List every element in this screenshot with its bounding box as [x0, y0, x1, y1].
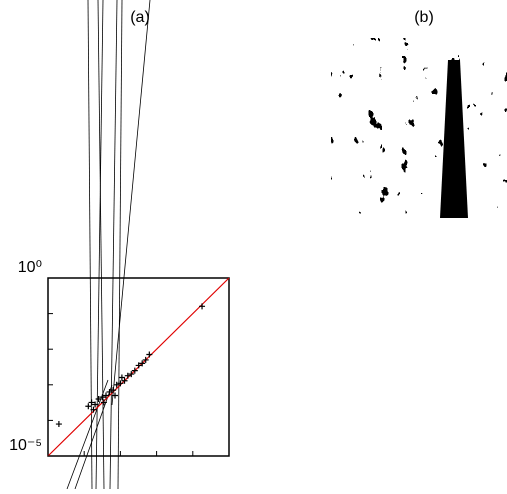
point — [128, 371, 135, 378]
line — [74, 384, 113, 490]
point — [55, 421, 62, 428]
point — [139, 360, 146, 367]
point — [112, 392, 119, 399]
point — [85, 403, 92, 410]
point — [113, 381, 120, 388]
binary-image — [331, 38, 507, 218]
line — [97, 0, 105, 490]
point — [106, 388, 113, 395]
line — [109, 0, 118, 490]
point — [102, 392, 109, 399]
point — [124, 372, 131, 379]
line — [87, 0, 93, 490]
line — [117, 0, 123, 490]
point — [199, 303, 206, 310]
panel-label: (a) — [130, 9, 150, 26]
point — [100, 399, 107, 406]
point — [99, 394, 106, 401]
y-tick-label: 10⁰ — [18, 259, 42, 276]
line — [95, 0, 104, 490]
tree-trunk — [440, 60, 468, 218]
point — [142, 356, 149, 363]
panel-label: (b) — [414, 9, 434, 26]
point — [92, 401, 99, 408]
image-texture — [331, 38, 507, 218]
point — [121, 377, 128, 384]
point — [135, 362, 142, 369]
point — [118, 374, 125, 381]
line — [111, 0, 151, 406]
point — [88, 399, 95, 406]
point — [117, 380, 124, 387]
y-tick-label: 10⁻⁵ — [9, 437, 42, 454]
point — [146, 351, 153, 358]
point — [90, 406, 97, 413]
projection-lines — [66, 0, 151, 490]
point — [131, 367, 138, 374]
point — [95, 395, 102, 402]
plot-frame — [47, 277, 230, 457]
point — [110, 387, 117, 394]
line — [66, 379, 109, 490]
